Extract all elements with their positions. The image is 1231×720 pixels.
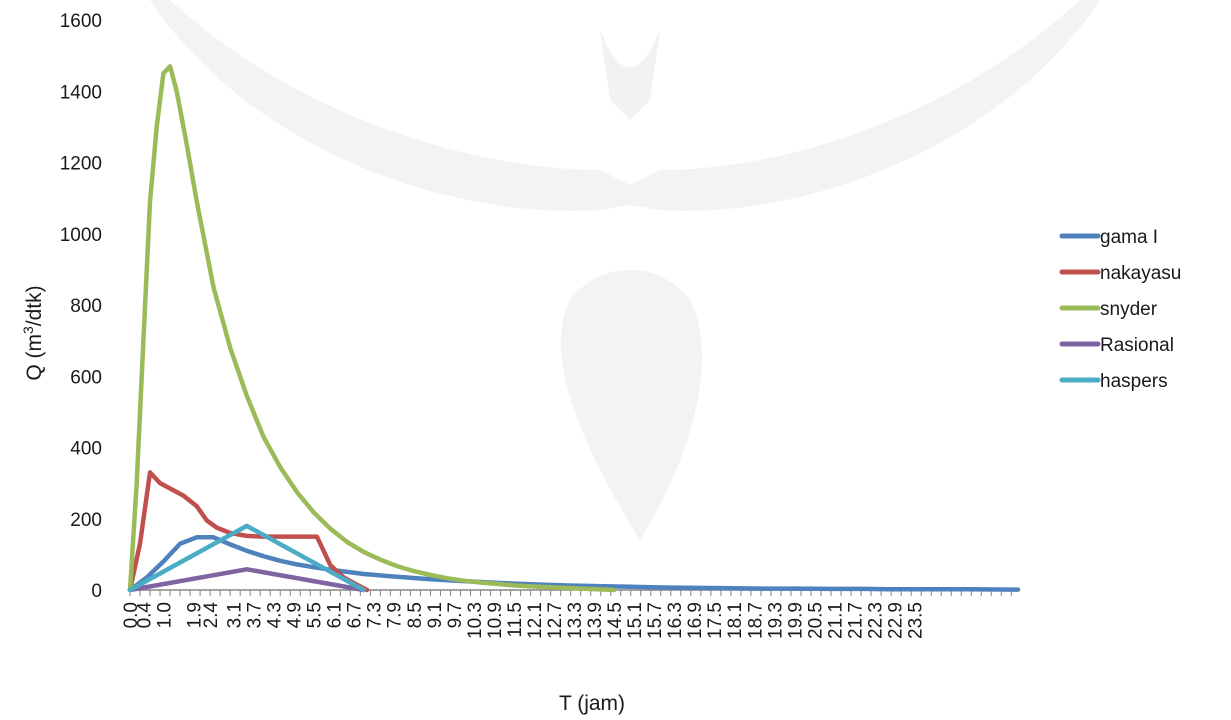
x-tick-label: 7.3	[365, 602, 386, 628]
y-tick-label: 1000	[60, 225, 102, 246]
x-tick-label: 9.7	[445, 602, 466, 628]
x-tick-label: 21.1	[825, 602, 846, 639]
y-tick-label: 1600	[60, 11, 102, 32]
x-tick-label: 10.3	[465, 602, 486, 639]
series-line-gama-i	[127, 535, 1021, 593]
x-tick-label: 6.7	[345, 602, 366, 628]
legend-label: gama I	[1100, 227, 1158, 248]
x-tick-label: 0.4	[134, 602, 155, 629]
x-tick-label: 8.5	[405, 602, 426, 628]
x-tick-label: 19.9	[785, 602, 806, 639]
y-tick-label: 1400	[60, 82, 102, 103]
x-tick-label: 4.3	[265, 602, 286, 628]
y-tick-label: 0	[91, 581, 102, 602]
x-tick-label: 2.4	[201, 602, 222, 629]
x-tick-label: 12.7	[545, 602, 566, 639]
y-axis-title: Q (m3/dtk)	[20, 285, 46, 380]
x-tick-label: 12.1	[525, 602, 546, 639]
x-tick-label: 11.5	[505, 602, 526, 638]
x-tick-label: 23.5	[906, 602, 927, 639]
x-tick-label: 16.3	[665, 602, 686, 639]
series-line-rasional	[127, 567, 366, 593]
y-tick-label: 1200	[60, 154, 102, 175]
x-tick-label: 0.0	[121, 602, 142, 628]
x-tick-label: 18.7	[745, 602, 766, 639]
x-tick-label: 3.7	[245, 602, 266, 628]
x-tick-label: 7.9	[385, 602, 406, 628]
y-tick-label: 200	[70, 510, 102, 531]
x-tick-label: 22.3	[865, 602, 886, 639]
x-tick-label: 20.5	[805, 602, 826, 639]
x-axis-ticks: 0.00.4 1.0 1.92.4 3.1 3.7 4.3 4.9 5.5 6.1 6.7 7.3 7…	[121, 602, 927, 639]
x-tick-label: 21.7	[845, 602, 866, 639]
x-tick-label: 13.3	[565, 602, 586, 639]
legend-label: haspers	[1100, 371, 1168, 392]
series-line-snyder	[127, 64, 617, 593]
y-tick-label: 800	[70, 296, 102, 317]
legend: gama I nakayasu snyder Rasional haspers	[1059, 227, 1181, 392]
watermark-logo	[150, 0, 1100, 540]
series-lines	[127, 64, 1021, 593]
x-tick-label: 14.5	[605, 602, 626, 639]
x-tick-label: 6.1	[325, 602, 346, 628]
legend-label: nakayasu	[1100, 263, 1181, 284]
x-tick-label: 1.9	[184, 602, 205, 628]
legend-label: snyder	[1100, 299, 1158, 320]
x-tick-label: 10.9	[485, 602, 506, 639]
y-tick-label: 400	[70, 439, 102, 460]
series-line-haspers	[127, 523, 366, 593]
x-tick-label: 19.3	[765, 602, 786, 639]
y-tick-label: 600	[70, 367, 102, 388]
x-tick-label: 15.7	[645, 602, 666, 639]
x-tick-label: 15.1	[625, 602, 646, 639]
x-tick-label: 1.0	[154, 602, 175, 628]
y-axis-ticks: 0 200 400 600 800 1000 1200 1400 1600	[60, 11, 102, 602]
x-axis-minor-ticks	[129, 590, 1012, 596]
x-tick-label: 17.5	[705, 602, 726, 639]
x-tick-label: 22.9	[885, 602, 906, 639]
x-tick-label: 4.9	[285, 602, 306, 628]
x-axis-title: T (jam)	[559, 692, 625, 715]
legend-label: Rasional	[1100, 335, 1174, 356]
x-tick-label: 9.1	[425, 602, 446, 628]
x-tick-label: 16.9	[685, 602, 706, 639]
x-tick-label: 3.1	[224, 602, 245, 628]
x-tick-label: 18.1	[725, 602, 746, 639]
x-tick-label: 13.9	[585, 602, 606, 639]
x-tick-label: 5.5	[305, 602, 326, 628]
